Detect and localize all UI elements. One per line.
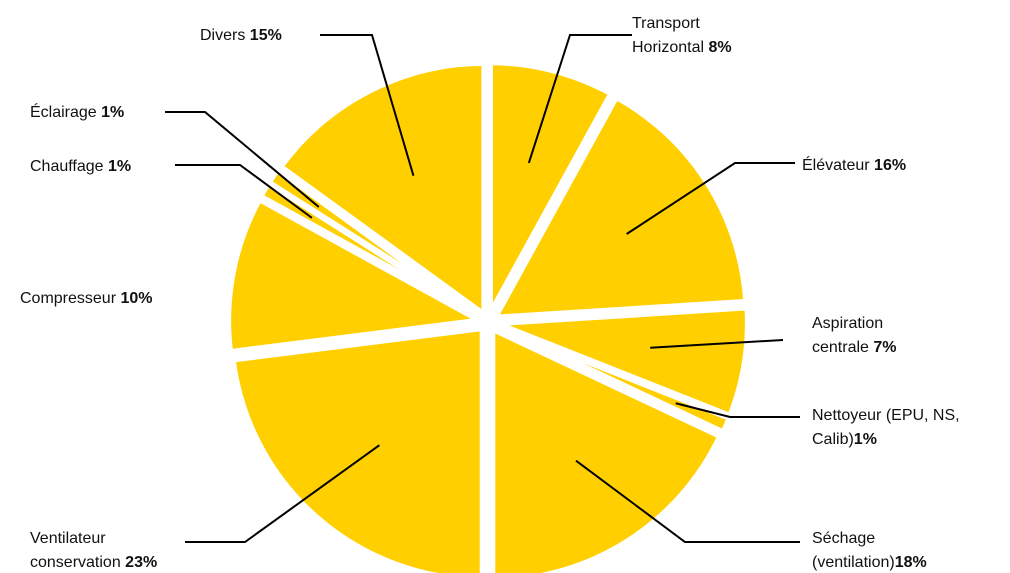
label-percent: 1% <box>104 158 132 175</box>
label-line: Séchage <box>812 530 875 547</box>
label-ventilateur-conservation: Ventilateur conservation 23% <box>30 530 157 571</box>
label-divers: Divers 15% <box>200 27 282 44</box>
leader-divers <box>320 34 415 176</box>
slice-aspiration-centrale <box>494 304 751 420</box>
label-sechage-ventilation: Séchage (ventilation)18% <box>812 530 927 571</box>
label-transport-horizontal: Transport Horizontal 8% <box>632 15 732 56</box>
leader-aspiration-centrale <box>650 339 784 349</box>
pie-slices <box>225 59 751 573</box>
slice-ventilateur-conservation <box>229 324 486 573</box>
label-line: Horizontal <box>632 39 704 56</box>
label-percent: 15% <box>245 27 281 44</box>
label-percent: 1% <box>854 431 877 448</box>
slice-eclairage <box>264 165 484 321</box>
label-line: Ventilateur <box>30 530 106 547</box>
label-line: Nettoyeur (EPU, NS, <box>812 407 960 424</box>
label-elevateur: Élévateur 16% <box>802 155 906 174</box>
leader-elevateur <box>626 162 795 235</box>
slice-sechage-ventilation <box>489 324 725 573</box>
label-line: Chauffage <box>30 158 104 175</box>
leader-transport-horizontal <box>527 34 632 164</box>
label-line: Divers <box>200 27 245 44</box>
label-line: Compresseur <box>20 290 117 307</box>
slice-labels: Transport Horizontal 8% Élévateur 16% Aspir… <box>20 15 960 571</box>
slice-divers <box>276 59 488 321</box>
label-line: Élévateur <box>802 155 870 174</box>
slice-nettoyeur-epu-ns-calib <box>494 322 734 437</box>
label-percent: 7% <box>869 339 897 356</box>
slice-transport-horizontal <box>486 59 616 316</box>
leader-sechage-ventilation <box>575 459 800 543</box>
label-percent: 16% <box>870 157 906 174</box>
label-line: Transport <box>632 15 700 32</box>
label-chauffage: Chauffage 1% <box>30 158 131 175</box>
label-eclairage: Éclairage 1% <box>30 102 124 121</box>
label-line: conservation <box>30 554 121 571</box>
label-line: Calib) <box>812 431 854 448</box>
label-line: centrale <box>812 339 869 356</box>
leader-lines <box>165 34 800 543</box>
slice-elevateur <box>489 92 750 322</box>
slice-compresseur <box>225 195 490 356</box>
leader-ventilateur-conservation <box>185 444 380 543</box>
label-percent: 23% <box>121 554 157 571</box>
label-line: (ventilation) <box>812 554 895 571</box>
label-percent: 10% <box>116 290 152 307</box>
label-line: Éclairage <box>30 102 97 121</box>
leader-chauffage <box>175 164 313 219</box>
label-line: Aspiration <box>812 315 883 332</box>
label-aspiration-centrale: Aspiration centrale 7% <box>812 315 897 356</box>
leader-eclairage <box>165 111 320 208</box>
label-compresseur: Compresseur 10% <box>20 290 153 307</box>
leader-nettoyeur-epu-ns-calib <box>675 402 800 418</box>
label-percent: 8% <box>704 39 732 56</box>
label-percent: 18% <box>895 554 927 571</box>
label-percent: 1% <box>97 104 125 121</box>
label-nettoyeur-epu-ns-calib: Nettoyeur (EPU, NS, Calib)1% <box>812 407 960 448</box>
